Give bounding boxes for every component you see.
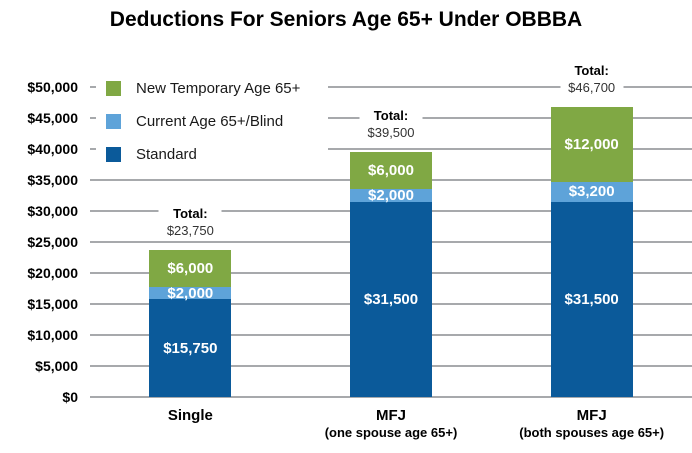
- category-label-line1: MFJ: [375, 407, 406, 424]
- legend: New Temporary Age 65+ Current Age 65+/Bl…: [96, 70, 328, 173]
- chart-title: Deductions For Seniors Age 65+ Under OBB…: [109, 8, 583, 31]
- legend-label: Standard: [136, 146, 197, 163]
- x-axis-category-label: MFJ (both spouses age 65+): [519, 406, 664, 441]
- legend-swatch-new-temporary-icon: [106, 81, 121, 96]
- category-label-line2: (one spouse age 65+): [324, 425, 458, 440]
- bar-segment: $2,000: [350, 187, 432, 204]
- legend-swatch-standard-icon: [106, 147, 121, 162]
- y-axis-tick-label: $30,000: [27, 203, 78, 219]
- bar-segment-label: $31,500: [363, 290, 419, 308]
- y-axis-tick-label: $40,000: [27, 141, 78, 157]
- bar-segment: $6,000: [149, 249, 232, 287]
- legend-swatch-current-age-blind-icon: [106, 114, 121, 129]
- legend-label: Current Age 65+/Blind: [136, 113, 284, 130]
- total-annotation: Total: $46,700: [560, 62, 624, 97]
- y-axis-tick-label: $25,000: [27, 234, 78, 250]
- total-label: Total:: [373, 108, 409, 124]
- x-axis-category-label: Single: [168, 406, 213, 425]
- bar-segment: $31,500: [350, 201, 432, 397]
- gridline: [90, 396, 692, 398]
- category-label-line2: (both spouses age 65+): [519, 425, 665, 440]
- legend-item-current-age-blind: Current Age 65+/Blind: [106, 105, 328, 138]
- total-annotation: Total: $39,500: [359, 107, 423, 142]
- bar-segment: $31,500: [550, 201, 633, 397]
- bar-segment: $12,000: [550, 107, 633, 182]
- total-value: $39,500: [367, 125, 415, 141]
- y-axis-tick-label: $50,000: [27, 79, 78, 95]
- bar-segment-label: $6,000: [368, 162, 414, 180]
- bar-segment: $2,000: [149, 284, 232, 302]
- bar-segment: $3,200: [550, 181, 633, 202]
- bar-segment-label: $6,000: [167, 259, 214, 277]
- total-annotation: Total: $23,750: [158, 204, 222, 239]
- total-label: Total:: [173, 205, 208, 221]
- bar-segment-label: $15,750: [163, 339, 218, 357]
- gridline: [90, 148, 692, 150]
- legend-item-standard: Standard: [106, 138, 328, 171]
- y-axis-tick-label: $20,000: [27, 265, 78, 281]
- total-value: $46,700: [568, 80, 616, 96]
- bar-segment-label: $12,000: [564, 136, 619, 154]
- bar-segment: $6,000: [350, 152, 432, 190]
- y-axis-tick-label: $45,000: [27, 110, 78, 126]
- category-label-line1: Single: [167, 407, 213, 424]
- bar-segment-label: $31,500: [564, 290, 619, 308]
- total-value: $23,750: [166, 222, 214, 238]
- total-label: Total:: [574, 63, 609, 79]
- bar-segment-label: $2,000: [368, 187, 414, 204]
- y-axis-tick-label: $5,000: [35, 358, 78, 374]
- gridline: [90, 86, 692, 88]
- y-axis-tick-label: $0: [62, 389, 78, 405]
- y-axis-tick-label: $35,000: [27, 172, 78, 188]
- y-axis-tick-label: $10,000: [27, 327, 78, 343]
- bar-segment-label: $2,000: [167, 284, 214, 302]
- legend-label: New Temporary Age 65+: [136, 80, 301, 97]
- y-axis-tick-label: $15,000: [27, 296, 78, 312]
- bar-segment-label: $3,200: [568, 183, 615, 201]
- category-label-line1: MFJ: [576, 407, 607, 424]
- bar-segment: $15,750: [149, 299, 232, 397]
- x-axis-category-label: MFJ (one spouse age 65+): [325, 406, 458, 441]
- legend-item-new-temporary: New Temporary Age 65+: [106, 72, 328, 105]
